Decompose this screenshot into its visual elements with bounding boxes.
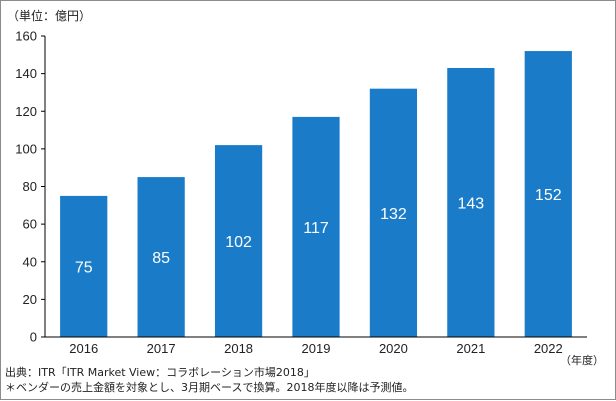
bar-data-label: 85	[152, 250, 170, 267]
y-tick-label: 120	[15, 104, 37, 119]
bar	[524, 51, 572, 338]
x-tick-label: 2019	[302, 341, 331, 356]
x-tick-label: 2018	[224, 341, 253, 356]
bar-data-label: 152	[535, 187, 562, 204]
bar	[292, 116, 340, 337]
unit-label: （単位：億円）	[7, 9, 92, 23]
bar-data-label: 75	[75, 259, 93, 276]
bar-data-label: 102	[225, 234, 252, 251]
footnote: ＊ベンダーの売上金額を対象とし、3月期ベースで換算。2018年度以降は予測値。	[5, 381, 414, 394]
y-tick-label: 140	[15, 66, 37, 81]
bar	[369, 88, 418, 337]
y-tick-label: 20	[23, 292, 37, 307]
bar-data-labels: 75 85 102 117 132 143 152	[75, 187, 562, 276]
bar	[214, 145, 263, 337]
y-tick-label: 160	[15, 29, 37, 44]
x-tick-label: 2021	[456, 341, 485, 356]
y-tick-label: 80	[23, 179, 37, 194]
x-tick-label: 2016	[69, 341, 98, 356]
x-tick-label: 2017	[147, 341, 176, 356]
bar	[137, 177, 185, 337]
x-tick-label: 2020	[379, 341, 408, 356]
y-tick-label: 40	[23, 254, 37, 269]
bar-data-label: 132	[380, 206, 407, 223]
y-tick-label: 60	[23, 217, 37, 232]
x-axis: 2016 2017 2018 2019 2020 2021 2022	[45, 336, 587, 356]
source-note: 出典：ITR「ITR Market View：コラボレーション市場2018」	[5, 366, 315, 379]
y-tick-label: 0	[30, 330, 37, 345]
y-tick-label: 100	[15, 141, 37, 156]
bar-data-label: 117	[303, 220, 329, 237]
x-tick-label: 2022	[534, 341, 563, 356]
bars	[60, 51, 572, 338]
bar	[60, 195, 108, 337]
y-axis: 0 20 40 60 80 100 120 140 160	[15, 29, 46, 345]
bar	[447, 67, 495, 337]
x-axis-unit-label: （年度）	[560, 353, 604, 367]
bar-data-label: 143	[458, 195, 485, 212]
